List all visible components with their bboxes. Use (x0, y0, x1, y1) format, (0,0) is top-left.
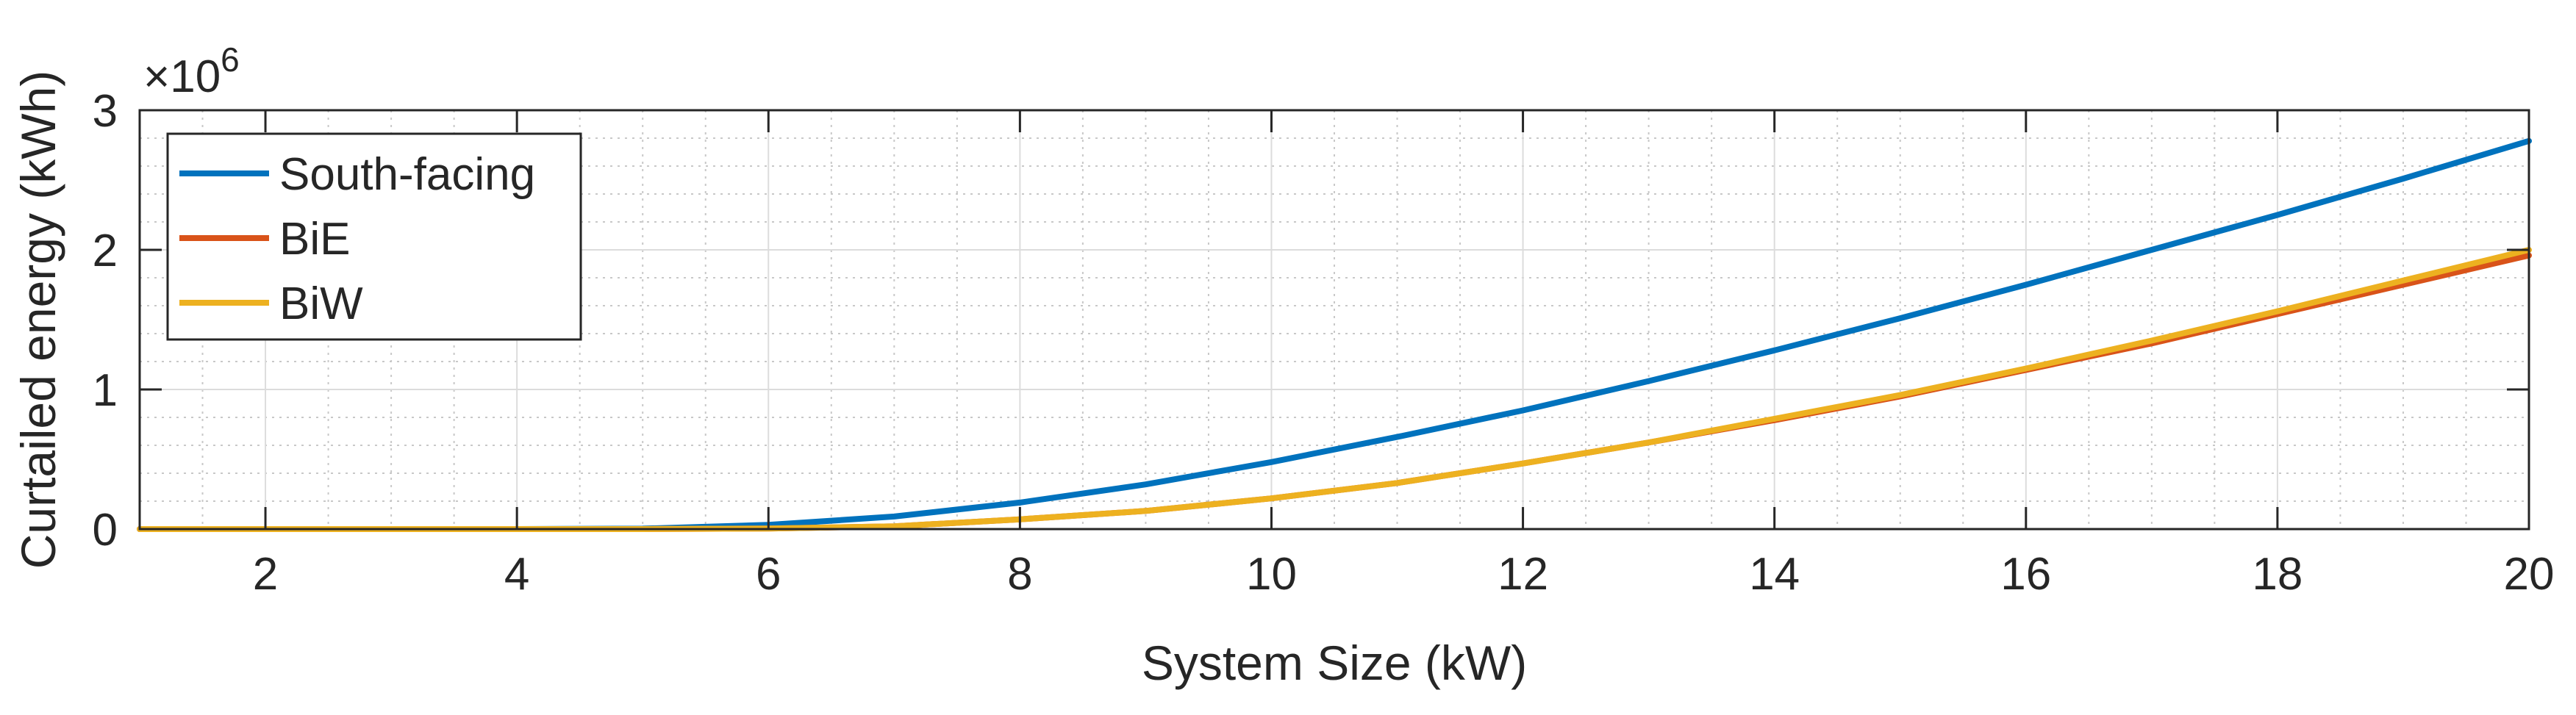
x-axis-label: System Size (kW) (1142, 636, 1527, 690)
y-axis-label: Curtailed energy (kWh) (11, 71, 65, 570)
y-tick-label: 3 (93, 86, 118, 137)
y-tick-label: 2 (93, 226, 118, 276)
x-tick-label: 14 (1749, 549, 1800, 600)
x-tick-label: 18 (2252, 549, 2303, 600)
y-exponent-power: 6 (221, 40, 240, 79)
y-tick-label: 0 (93, 505, 118, 556)
x-tick-label: 2 (253, 549, 278, 600)
x-tick-label: 12 (1498, 549, 1548, 600)
plot-frame (138, 109, 2530, 531)
y-tick-label: 1 (93, 365, 118, 416)
y-exponent-label: ×106 (143, 40, 240, 102)
x-tick-label: 16 (2000, 549, 2051, 600)
x-tick-label: 20 (2504, 549, 2555, 600)
legend-label-bie: BiE (279, 214, 350, 265)
x-tick-label: 8 (1007, 549, 1032, 600)
legend-label-biw: BiW (279, 279, 363, 329)
x-tick-label: 10 (1246, 549, 1297, 600)
axis-ticks (140, 109, 2530, 531)
x-tick-label: 6 (756, 549, 781, 600)
x-tick-label: 4 (504, 549, 529, 600)
legend: South-facing BiE BiW (166, 132, 582, 341)
legend-label-south-facing: South-facing (279, 149, 535, 200)
